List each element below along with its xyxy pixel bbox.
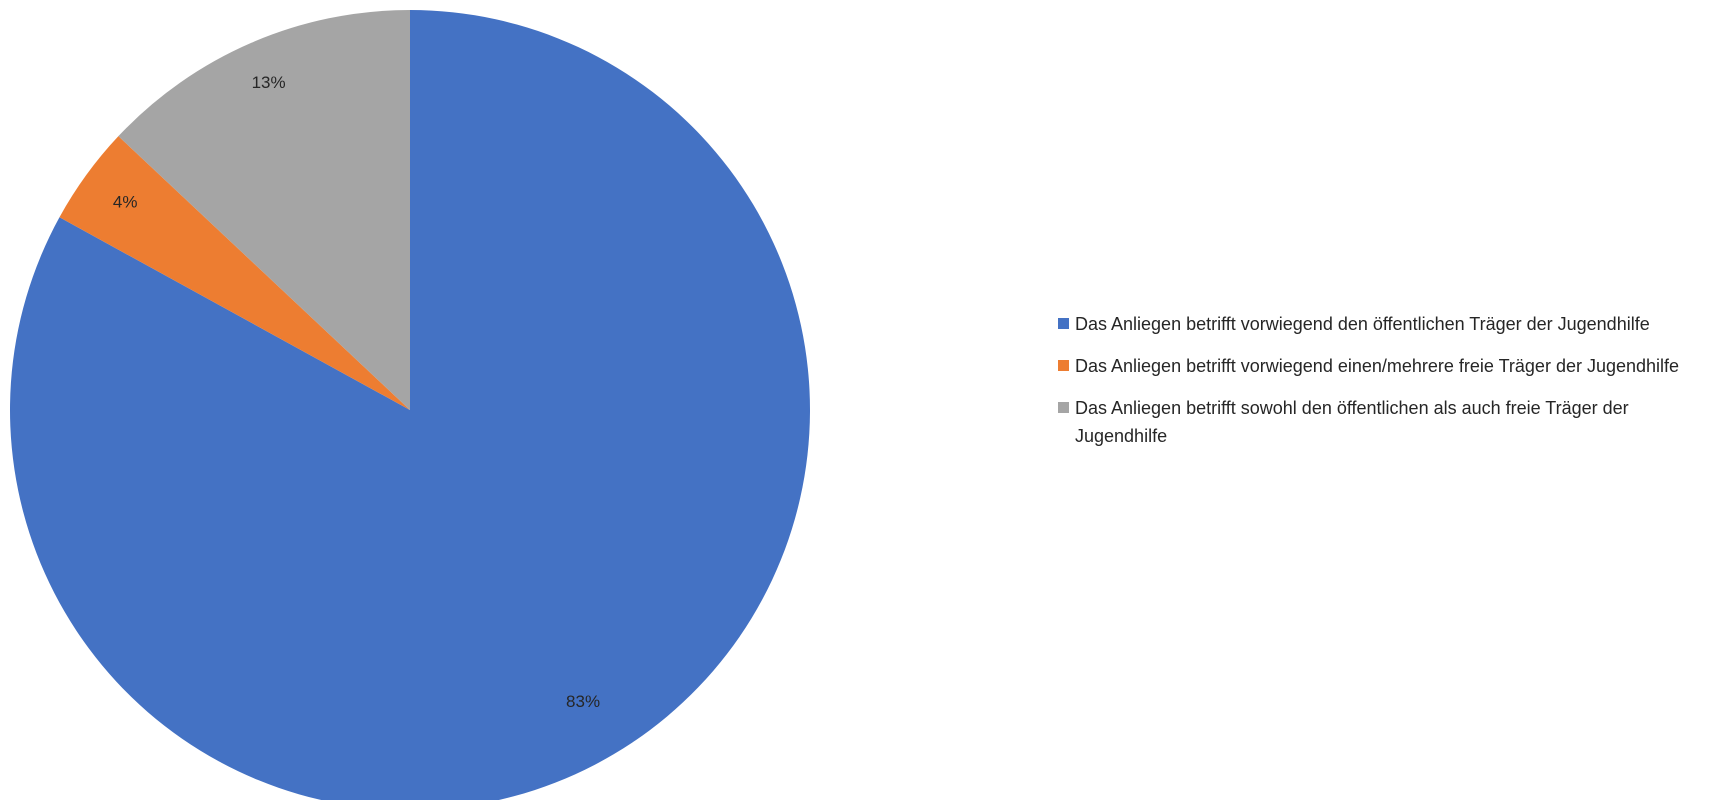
data-label-oeffentlicher-traeger: 83% [566,692,600,711]
legend-label: Das Anliegen betrifft vorwiegend einen/m… [1075,356,1680,376]
data-label-beide-traeger: 13% [252,73,286,92]
legend-label: Das Anliegen betrifft sowohl den öffentl… [1075,398,1629,446]
legend-swatch-gray [1058,402,1069,413]
legend-swatch-blue [1058,318,1069,329]
pie-data-labels: 83% 4% 13% [113,73,600,711]
legend: Das Anliegen betrifft vorwiegend den öff… [1058,310,1708,464]
legend-label: Das Anliegen betrifft vorwiegend den öff… [1075,314,1650,334]
slice-freie-traeger [59,136,411,410]
legend-item-freie-traeger: Das Anliegen betrifft vorwiegend einen/m… [1058,352,1708,380]
slice-oeffentlicher-traeger [10,10,810,800]
pie-slices [10,10,810,800]
legend-item-beide-traeger: Das Anliegen betrifft sowohl den öffentl… [1058,394,1708,450]
data-label-freie-traeger: 4% [113,193,138,212]
slice-beide-traeger [118,10,411,410]
legend-item-oeffentlicher-traeger: Das Anliegen betrifft vorwiegend den öff… [1058,310,1708,338]
legend-swatch-orange [1058,360,1069,371]
